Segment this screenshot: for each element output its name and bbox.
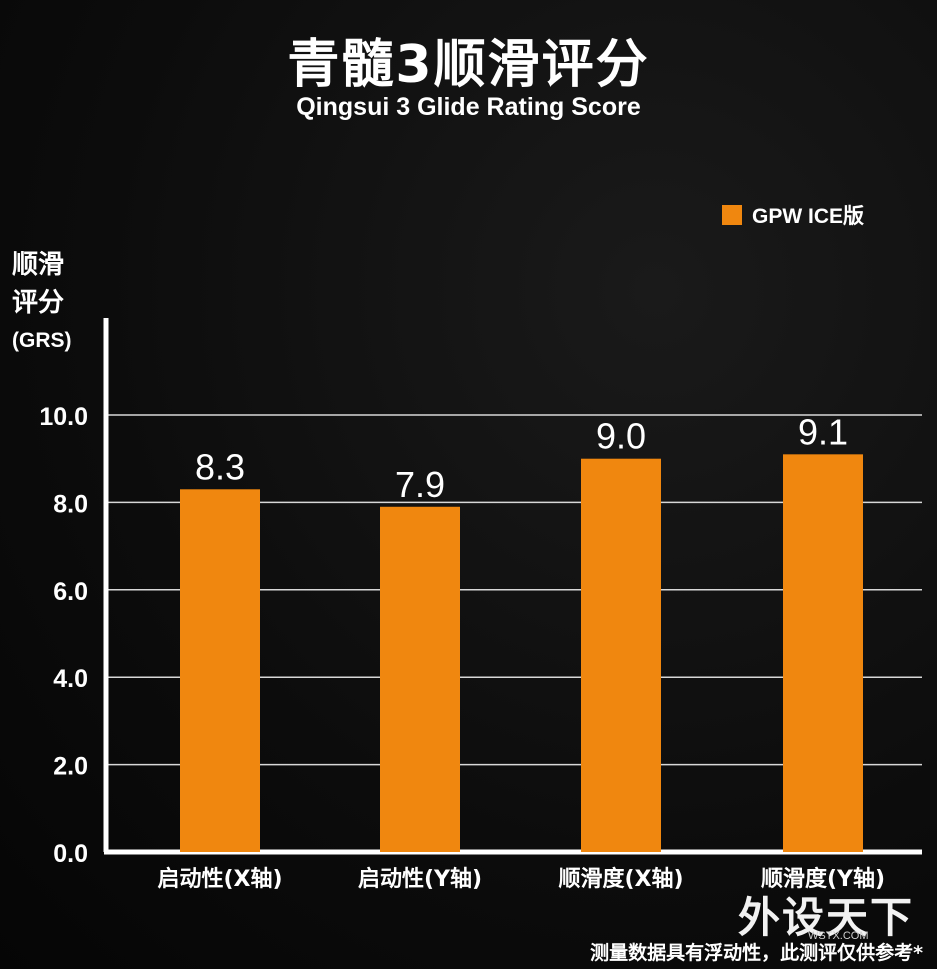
y-axis-label-line-1: 顺滑 bbox=[12, 250, 65, 280]
bar bbox=[783, 454, 863, 852]
watermark-url: WSTX.COM bbox=[808, 930, 869, 942]
data-label: 9.0 bbox=[596, 416, 646, 457]
y-tick-label: 6.0 bbox=[53, 578, 88, 606]
data-label: 8.3 bbox=[195, 446, 245, 487]
y-axis-label: 顺滑 评分 (GRS) bbox=[12, 246, 84, 360]
legend: GPW ICE版 bbox=[722, 200, 864, 230]
y-tick-label: 0.0 bbox=[53, 840, 88, 868]
bar bbox=[380, 506, 460, 852]
y-tick-label: 10.0 bbox=[39, 403, 88, 431]
y-tick-label: 2.0 bbox=[53, 753, 88, 781]
y-tick-label: 4.0 bbox=[53, 665, 88, 693]
data-label: 7.9 bbox=[395, 464, 445, 505]
chart-title: 青髓3顺滑评分 bbox=[287, 35, 650, 95]
y-tick-label: 8.0 bbox=[53, 490, 88, 518]
bar bbox=[581, 458, 661, 852]
data-label: 9.1 bbox=[798, 411, 848, 452]
x-tick-label: 启动性(Y轴) bbox=[358, 866, 482, 892]
footnote: 测量数据具有浮动性，此测评仅供参考* bbox=[590, 942, 923, 964]
x-tick-label: 顺滑度(X轴) bbox=[558, 866, 683, 892]
y-axis-label-unit: (GRS) bbox=[12, 329, 72, 352]
bar bbox=[180, 489, 260, 852]
legend-swatch bbox=[722, 205, 742, 225]
legend-label: GPW ICE版 bbox=[752, 205, 865, 228]
watermark-logo: 外设天下 bbox=[738, 893, 915, 942]
y-axis-label-line-2: 评分 bbox=[12, 288, 65, 318]
x-tick-label: 启动性(X轴) bbox=[157, 866, 282, 892]
x-tick-label: 顺滑度(Y轴) bbox=[761, 866, 885, 892]
chart-subtitle: Qingsui 3 Glide Rating Score bbox=[296, 93, 641, 121]
